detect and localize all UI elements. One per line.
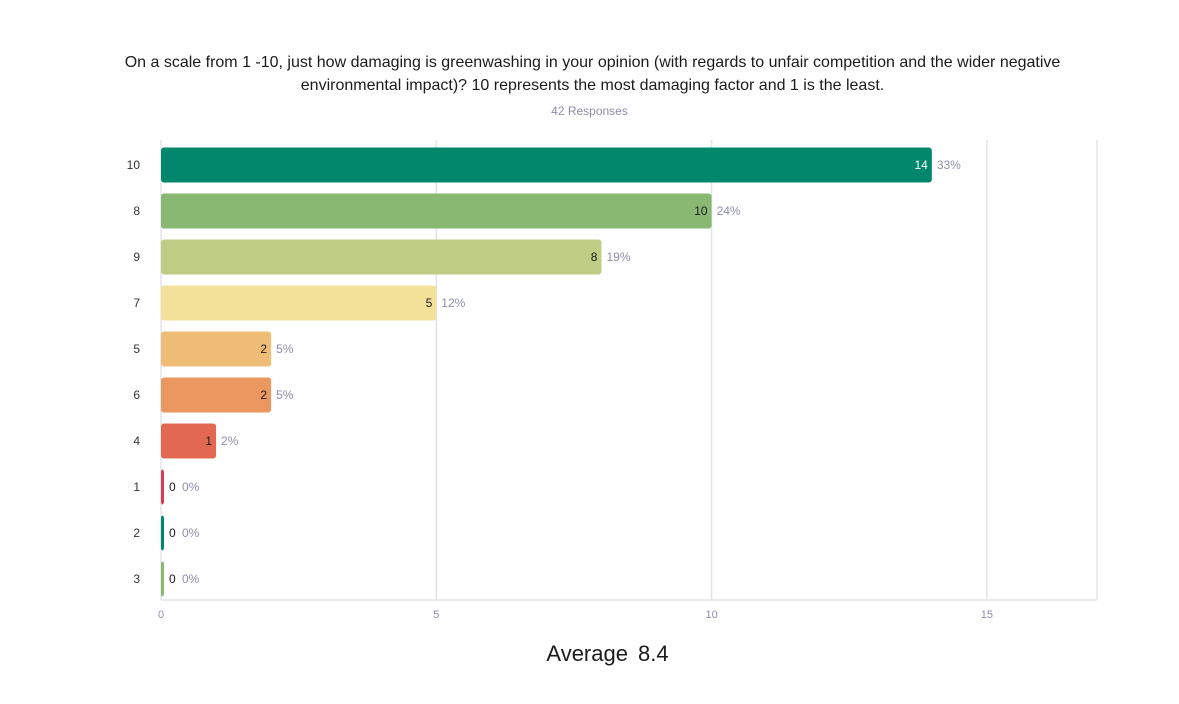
bar (161, 469, 164, 505)
bar (161, 193, 712, 229)
bar-count-label: 2 (260, 342, 267, 356)
y-tick-label: 2 (133, 526, 140, 540)
bar (161, 147, 932, 183)
x-tick-label: 0 (158, 609, 164, 621)
x-tick-label: 10 (705, 609, 717, 621)
bar (161, 377, 272, 413)
bar-count-label: 0 (169, 480, 176, 494)
bar-percent-label: 24% (717, 204, 741, 218)
bar (161, 239, 602, 275)
y-tick-label: 10 (127, 158, 141, 172)
bar-count-label: 14 (914, 158, 928, 172)
bar-percent-label: 0% (182, 572, 200, 586)
bar-count-label: 2 (260, 388, 267, 402)
y-tick-label: 7 (133, 296, 140, 310)
bar (161, 285, 437, 321)
y-tick-label: 1 (133, 480, 140, 494)
response-count: 42 Responses (551, 104, 628, 118)
average-value: 8.4 (637, 641, 669, 666)
bar (161, 331, 272, 367)
bar-count-label: 5 (426, 296, 433, 310)
bar-count-label: 0 (169, 572, 176, 586)
bar-percent-label: 5% (276, 342, 294, 356)
bar-percent-label: 0% (182, 480, 200, 494)
bar (161, 561, 164, 597)
x-tick-label: 15 (981, 609, 993, 621)
bar-count-label: 10 (694, 204, 708, 218)
y-tick-label: 4 (133, 434, 140, 448)
y-tick-label: 3 (133, 572, 140, 586)
average-summary: Average 8.4 (0, 641, 1179, 667)
y-tick-label: 6 (133, 388, 140, 402)
bar-percent-label: 0% (182, 526, 200, 540)
bar-count-label: 1 (205, 434, 212, 448)
bar-percent-label: 5% (276, 388, 294, 402)
chart-title: On a scale from 1 -10, just how damaging… (124, 54, 1061, 94)
bar (161, 423, 217, 459)
bar-percent-label: 19% (606, 250, 630, 264)
bar-percent-label: 2% (221, 434, 239, 448)
bar (161, 515, 164, 551)
average-label: Average (546, 641, 628, 666)
y-tick-label: 9 (133, 250, 140, 264)
bar-percent-label: 33% (937, 158, 961, 172)
y-tick-label: 5 (133, 342, 140, 356)
bar-count-label: 0 (169, 526, 176, 540)
x-tick-label: 5 (433, 609, 439, 621)
y-tick-label: 8 (133, 204, 140, 218)
bars (161, 147, 932, 597)
bar-count-label: 8 (591, 250, 598, 264)
bar-percent-label: 12% (441, 296, 465, 310)
